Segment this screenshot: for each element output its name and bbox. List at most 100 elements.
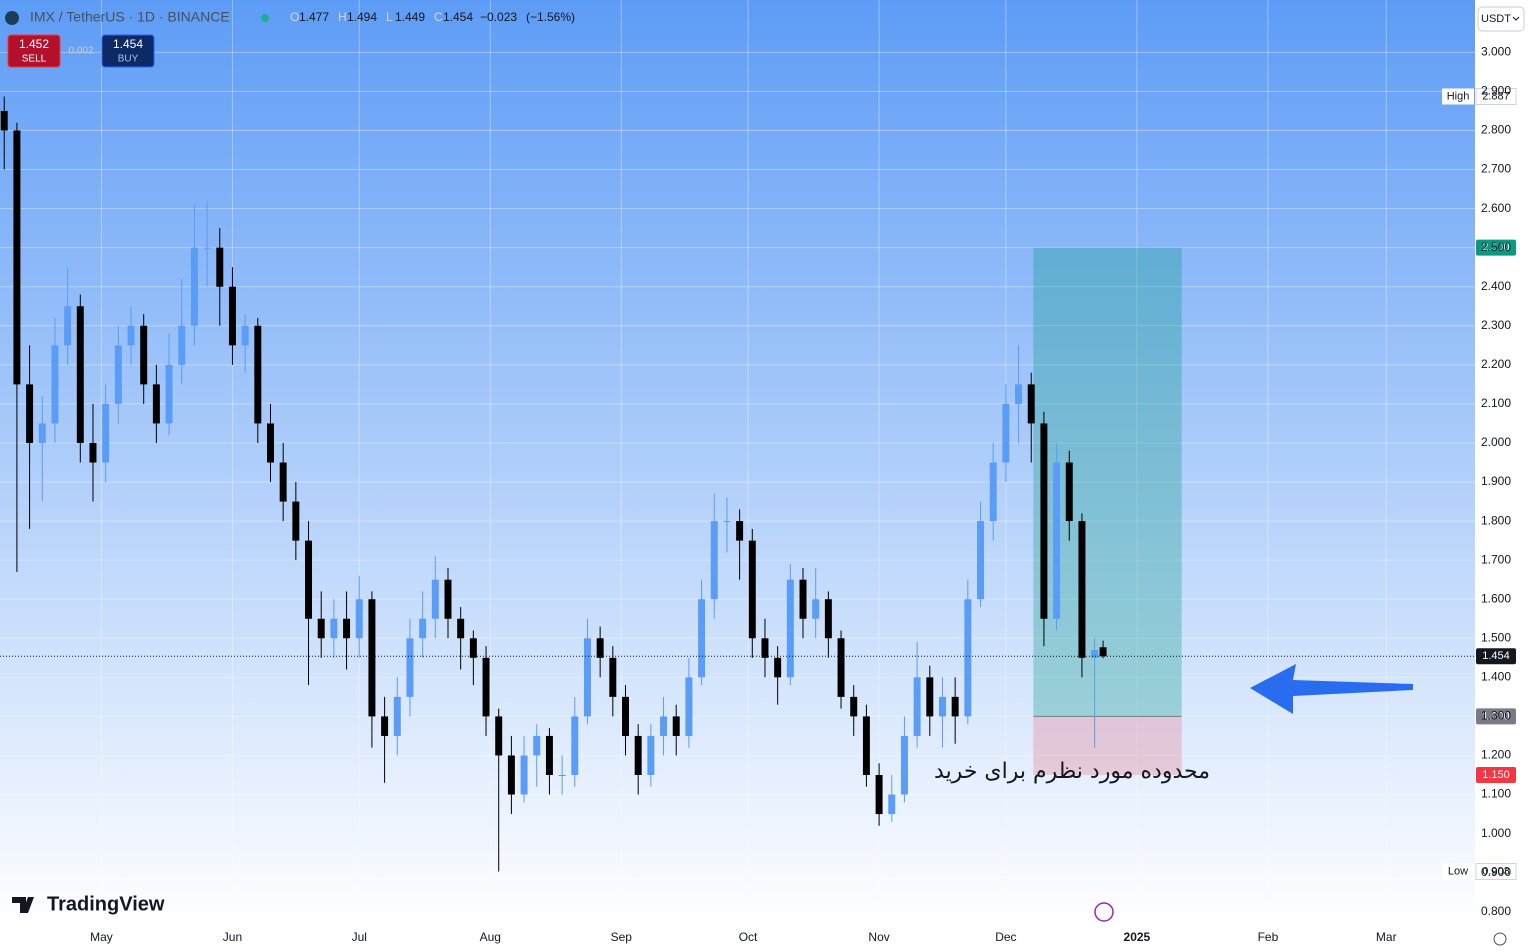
- body: [824, 599, 832, 639]
- y-tick-label: 2.100: [1481, 396, 1511, 410]
- time-axis: [0, 925, 1475, 952]
- body: [152, 384, 160, 424]
- currency-button[interactable]: [1477, 6, 1525, 32]
- body: [228, 286, 236, 346]
- spread: 0.002: [68, 46, 93, 57]
- body: [355, 599, 363, 639]
- body: [533, 735, 541, 756]
- body: [1040, 423, 1048, 619]
- high-name-bg: [1442, 88, 1474, 105]
- events-icon[interactable]: [1094, 902, 1114, 922]
- x-tick-label: Nov: [868, 930, 889, 944]
- body: [254, 325, 262, 424]
- buy-label: BUY: [118, 54, 139, 65]
- y-tick-label: 0.800: [1481, 904, 1511, 918]
- body: [267, 423, 274, 463]
- y-tick-label: 2.900: [1481, 84, 1511, 98]
- body: [812, 599, 820, 619]
- body: [406, 638, 414, 697]
- buy-button[interactable]: [101, 34, 155, 68]
- body: [216, 247, 224, 287]
- body: [913, 677, 921, 736]
- y-tick-label: 1.000: [1481, 826, 1511, 840]
- low-name: Low: [1448, 865, 1468, 877]
- settings-icon[interactable]: [1493, 932, 1507, 946]
- plot-background: [0, 0, 1475, 925]
- low-tag: [1475, 862, 1517, 880]
- y-tick-label: 1.400: [1481, 670, 1511, 684]
- brand: TradingView: [47, 893, 165, 915]
- body: [292, 501, 300, 541]
- y-tick-label: 1.200: [1481, 748, 1511, 762]
- body: [609, 657, 617, 697]
- symbol-icon: [5, 11, 19, 25]
- body: [1065, 462, 1073, 522]
- currency: USDT: [1481, 13, 1511, 25]
- body: [520, 755, 528, 795]
- y-tick-label: 2.000: [1481, 435, 1511, 449]
- low-name-bg: [1442, 863, 1474, 880]
- y-tick-label: 2.400: [1481, 279, 1511, 293]
- body: [393, 696, 401, 736]
- loss-zone: [1033, 716, 1182, 775]
- body: [685, 677, 693, 736]
- body: [748, 540, 756, 639]
- candles: [0, 96, 1107, 872]
- body: [419, 618, 427, 639]
- body: [368, 599, 376, 717]
- y-tick-label: 1.500: [1481, 630, 1511, 644]
- body: [964, 599, 972, 717]
- body: [571, 716, 579, 775]
- body: [127, 325, 135, 346]
- y-tick-label: 0.900: [1481, 865, 1511, 879]
- body: [875, 775, 883, 815]
- body: [710, 521, 718, 600]
- x-tick-label: Dec: [995, 930, 1016, 944]
- body: [0, 110, 8, 131]
- overlay: 1.454 2.500 1.300 1.150 2.887 High 0.903 Low: [0, 87, 1517, 880]
- body: [799, 579, 807, 619]
- y-tick-label: 1.700: [1481, 552, 1511, 566]
- body: [457, 618, 465, 639]
- ohlc-key: O: [290, 10, 299, 24]
- x-tick-label: Oct: [739, 930, 758, 944]
- body: [1078, 521, 1086, 658]
- sell-button[interactable]: [7, 34, 61, 68]
- body: [51, 345, 59, 424]
- x-tick-label: Jul: [352, 930, 367, 944]
- y-tick-label: 2.500: [1481, 240, 1511, 254]
- annotation: محدوده مورد نظرم برای خرید: [934, 759, 1210, 784]
- body: [837, 638, 845, 697]
- x-tick-label: Feb: [1258, 930, 1279, 944]
- body: [203, 247, 211, 249]
- high-tag: [1475, 87, 1517, 105]
- body: [736, 521, 744, 541]
- body: [102, 403, 110, 463]
- ohlc-value: 1.454: [443, 10, 473, 24]
- body: [114, 345, 122, 404]
- body: [89, 442, 97, 463]
- ohlc-value: 1.449: [395, 10, 425, 24]
- body: [622, 696, 629, 736]
- symbol: IMX / TetherUS · 1D · BINANCE: [30, 9, 230, 25]
- stop-label: 1.150: [1482, 769, 1510, 781]
- body: [545, 735, 553, 775]
- buy-price: 1.454: [113, 37, 143, 51]
- ohlc-header: O 1.477 H 1.494 L 1.449 C 1.454 −0.023 (−1.56%): [290, 10, 575, 24]
- y-tick-label: 1.900: [1481, 474, 1511, 488]
- body: [431, 579, 439, 619]
- ohlc-key: C: [434, 10, 443, 24]
- y-tick-label: 3.000: [1481, 45, 1511, 59]
- body: [1099, 647, 1107, 657]
- y-tick-label: 2.600: [1481, 201, 1511, 215]
- change-percent: (−1.56%): [526, 10, 575, 24]
- high-value: 2.887: [1482, 90, 1510, 102]
- ohlc-value: 1.477: [299, 10, 329, 24]
- entry-label: 1.300: [1482, 710, 1510, 722]
- x-tick-label: Aug: [480, 930, 501, 944]
- body: [862, 716, 870, 775]
- x-tick-label: May: [90, 930, 113, 944]
- body: [13, 130, 21, 385]
- body: [850, 696, 858, 717]
- x-tick-label: Jun: [223, 930, 242, 944]
